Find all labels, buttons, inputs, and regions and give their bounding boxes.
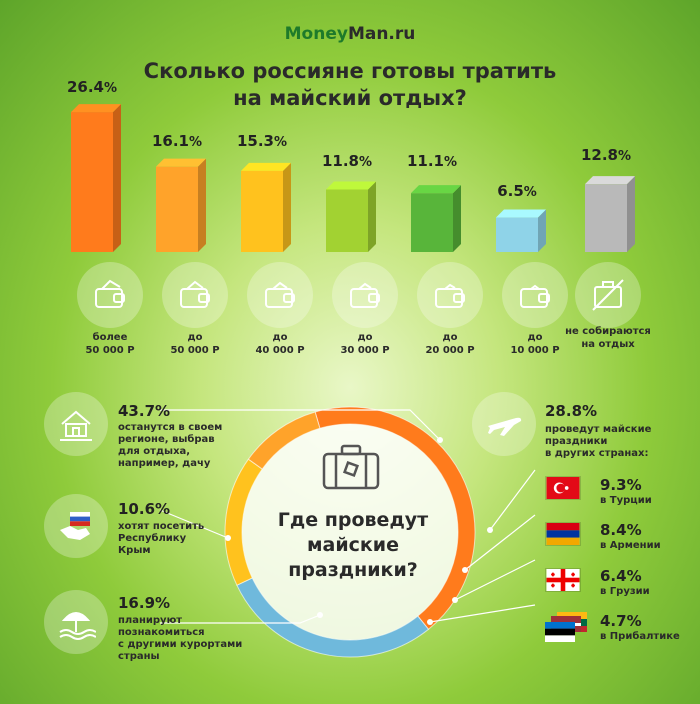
donut-center (242, 424, 458, 640)
country-percent: 8.4% (600, 521, 642, 539)
category-label: до 30 000 Р (340, 332, 390, 356)
leader-line (429, 604, 536, 623)
donut-slice (247, 411, 321, 470)
georgia-flag-icon (545, 568, 581, 592)
bar (71, 104, 121, 252)
category-label: до 50 000 Р (170, 332, 220, 356)
wallet-icon (332, 262, 398, 328)
category-label: до 10 000 Р (510, 332, 560, 356)
wallet-icon (502, 262, 568, 328)
slice-percent: 28.8% (545, 402, 598, 420)
leader-line (160, 614, 321, 624)
bar (585, 176, 635, 252)
donut-chart (159, 406, 536, 658)
crossed-suitcase-icon (575, 262, 641, 328)
category-label: до 20 000 Р (425, 332, 475, 356)
leader-dot (437, 437, 443, 443)
slice-percent: 16.9% (118, 594, 171, 612)
slice-percent: 43.7% (118, 402, 171, 420)
leader-dot (487, 527, 493, 533)
airplane-icon (472, 392, 536, 456)
bar (496, 209, 546, 252)
bar (411, 185, 461, 252)
donut-title: Где проведут майские праздники? (277, 509, 429, 581)
beach-umbrella-icon (44, 590, 108, 654)
wallet-icon (417, 262, 483, 328)
slice-description: планируют познакомиться с другими курортам… (118, 615, 243, 662)
baltic-flags-icon (545, 612, 589, 642)
country-percent: 9.3% (600, 476, 642, 494)
category-label: не собираются на отдых (565, 326, 651, 350)
bar (326, 181, 376, 252)
slice-description: проведут майские праздники в других страна… (545, 424, 652, 459)
country-label: в Армении (600, 540, 661, 551)
armenia-flag-icon (545, 522, 581, 546)
leader-dot (452, 597, 458, 603)
leader-line (489, 469, 536, 531)
bar-value-label: 6.5% (497, 182, 537, 200)
suitcase-icon (320, 442, 382, 496)
bar-value-label: 16.1% (151, 132, 203, 150)
slice-description: хотят посетить Республику Крым (118, 521, 205, 556)
wallet-icon (247, 262, 313, 328)
country-label: в Прибалтике (600, 631, 680, 642)
leader-dot (317, 612, 323, 618)
bar-value-label: 11.1% (406, 152, 458, 170)
chart-title: Сколько россияне готовы тратить на майск… (0, 58, 700, 112)
category-label: до 40 000 Р (255, 332, 305, 356)
leader-line (159, 509, 229, 539)
leader-line (454, 559, 536, 601)
country-percent: 4.7% (600, 612, 642, 630)
country-percent: 6.4% (600, 567, 642, 585)
bar (241, 162, 291, 252)
leader-line (464, 514, 536, 571)
countryside-house-icon (44, 392, 108, 456)
turkey-flag-icon (545, 476, 581, 500)
brand-part2: Man.ru (347, 24, 416, 44)
crimea-flag-icon (44, 494, 108, 558)
leader-line (160, 409, 441, 441)
slice-percent: 10.6% (118, 500, 171, 518)
country-label: в Грузии (600, 586, 650, 597)
leader-dot (462, 567, 468, 573)
bar-value-label: 15.3% (236, 132, 288, 150)
leader-dot (427, 619, 433, 625)
title-line-1: Сколько россияне готовы тратить (143, 59, 557, 83)
bar-chart (71, 104, 635, 252)
brand-logo: MoneyMan.ru (0, 24, 700, 44)
country-label: в Турции (600, 495, 652, 506)
bar-value-label: 12.8% (580, 146, 632, 164)
bar (156, 158, 206, 252)
brand-part1: Money (284, 24, 348, 44)
bar-value-label: 11.8% (321, 152, 373, 170)
bar-value-label: 26.4% (66, 78, 118, 96)
wallet-icon (77, 262, 143, 328)
category-label: более 50 000 Р (85, 332, 135, 356)
slice-description: останутся в своем регионе, выбрав для отды… (118, 422, 223, 469)
title-line-2: на майский отдых? (233, 86, 467, 110)
wallet-icon (162, 262, 228, 328)
leader-dot (225, 535, 231, 541)
